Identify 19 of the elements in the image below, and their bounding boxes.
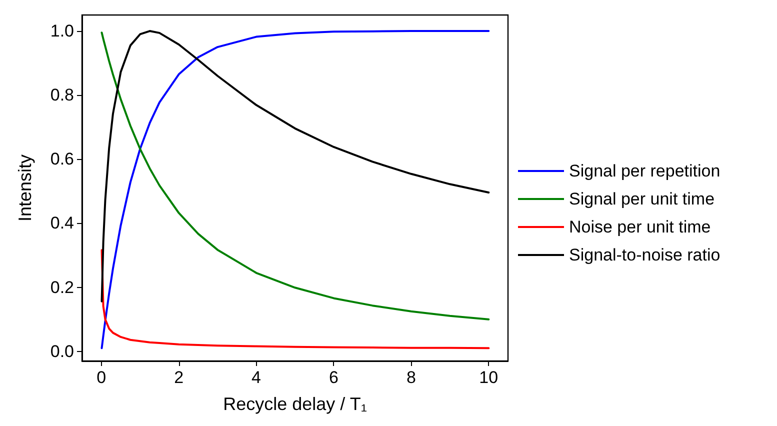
y-axis-title: Intensity: [15, 154, 35, 222]
x-tick-label: 0: [96, 368, 106, 387]
legend-label: Signal per unit time: [569, 190, 715, 208]
legend-label: Signal per repetition: [569, 162, 720, 180]
legend-label: Noise per unit time: [569, 218, 711, 236]
y-tick-label: 0.0: [50, 342, 74, 361]
x-tick-label: 4: [252, 368, 262, 387]
y-tick-label: 0.2: [50, 278, 74, 297]
legend-label: Signal-to-noise ratio: [569, 246, 720, 264]
y-tick-label: 0.4: [50, 214, 74, 233]
x-tick-label: 8: [406, 368, 416, 387]
x-tick-label: 6: [328, 368, 338, 387]
x-tick-label: 10: [479, 368, 498, 387]
line-series: [100, 249, 490, 350]
y-tick-label: 1.0: [50, 22, 74, 41]
y-tick-label: 0.6: [50, 150, 74, 169]
y-tick-label: 0.8: [50, 86, 74, 105]
x-axis-title: Recycle delay / T₁: [223, 394, 367, 414]
x-tick-label: 2: [174, 368, 184, 387]
